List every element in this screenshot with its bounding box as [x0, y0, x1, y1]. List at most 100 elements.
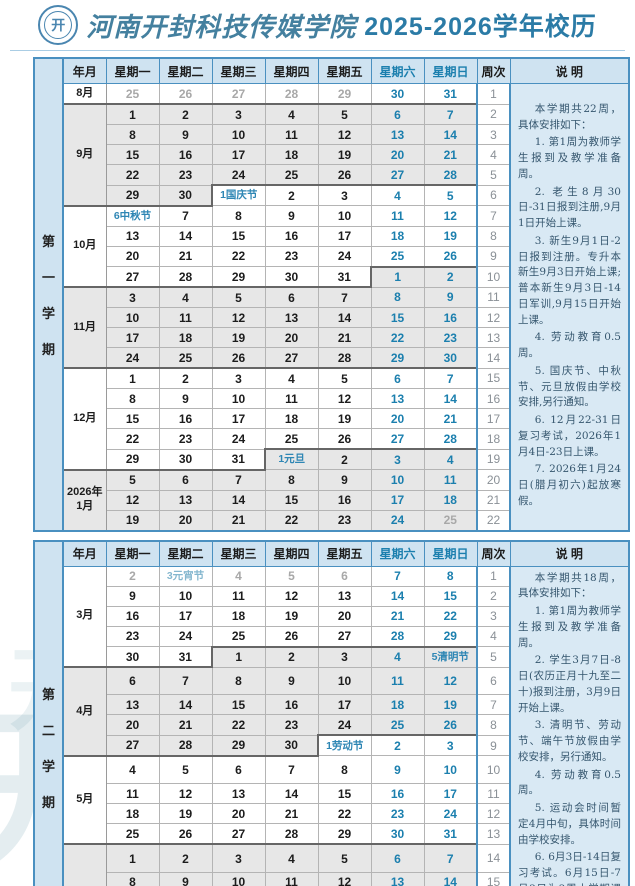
- date-cell: 16: [370, 783, 425, 805]
- date-cell: 18: [370, 694, 425, 716]
- month-cell: 10月: [62, 204, 107, 288]
- date-cell: 5: [105, 468, 160, 491]
- date-cell: 25: [264, 428, 319, 450]
- date-cell: 27: [317, 625, 372, 647]
- date-cell: 24: [423, 803, 478, 825]
- date-cell: 4: [264, 103, 319, 125]
- date-cell: 17: [370, 489, 425, 511]
- date-cell: 21: [423, 144, 478, 165]
- week-number-cell: 6: [476, 666, 511, 696]
- week-number-cell: 13: [476, 823, 511, 845]
- date-cell: 7: [264, 754, 319, 785]
- date-cell: 3: [317, 184, 372, 206]
- date-cell: 2: [158, 843, 213, 873]
- date-cell: 2: [370, 734, 425, 757]
- date-cell: 17: [105, 327, 160, 348]
- weekday-header-1: 星期一: [105, 540, 160, 567]
- notes-paragraph: 1. 第1周为教师学生报到及教学准备周。: [518, 605, 621, 649]
- weekday-header-4: 星期四: [264, 57, 319, 84]
- month-cell: 6月: [62, 843, 107, 886]
- date-cell: 27: [211, 823, 266, 845]
- week-number-cell: 9: [476, 734, 511, 757]
- week-number-cell: 3: [476, 605, 511, 627]
- date-cell: 28: [264, 83, 319, 105]
- notes-paragraph: 7. 2026年1月24日(腊月初六)起放寒假。: [518, 463, 621, 507]
- date-cell: 29: [423, 625, 478, 647]
- date-cell: 30: [105, 646, 160, 668]
- date-cell: 30: [264, 266, 319, 288]
- date-cell: 17: [211, 144, 266, 165]
- weekday-header-5: 星期五: [317, 540, 372, 567]
- date-cell: 17: [423, 783, 478, 805]
- date-cell: 25: [370, 245, 425, 267]
- date-cell: 19: [158, 803, 213, 825]
- date-cell: 27: [211, 83, 266, 105]
- date-cell: 15: [105, 144, 160, 165]
- notes-text: 本学期共22周，具体安排如下： 1. 第1周为教师学生报到及教学准备周。 2. 老生…: [512, 98, 628, 516]
- date-cell: 26: [158, 83, 213, 105]
- date-cell: 26: [211, 347, 266, 369]
- date-cell: 10: [158, 585, 213, 607]
- date-cell: 15: [370, 307, 425, 328]
- date-cell: 13: [105, 694, 160, 716]
- notes-text: 本学期共18周，具体安排如下： 1. 第1周为教师学生报到及教学准备周。 2. 学生…: [512, 567, 628, 886]
- date-cell: 5: [264, 565, 319, 587]
- week-number-cell: 8: [476, 714, 511, 736]
- date-cell: 13: [158, 489, 213, 511]
- date-cell: 14: [370, 585, 425, 607]
- notes-paragraph: 3. 清明节、劳动节、端午节放假由学校安排，另行通知。: [518, 719, 621, 763]
- date-cell: 14: [423, 388, 478, 409]
- semester-label-char: 期: [41, 341, 55, 357]
- date-cell: 7: [317, 286, 372, 308]
- date-cell: 21: [211, 509, 266, 531]
- date-cell: 12: [423, 666, 478, 696]
- date-cell: 17: [317, 694, 372, 716]
- date-cell: 15: [264, 489, 319, 511]
- date-cell: 28: [423, 428, 478, 450]
- date-cell: 26: [423, 245, 478, 267]
- date-cell: 9: [423, 286, 478, 308]
- week-number-cell: 13: [476, 327, 511, 348]
- semester-label-char: 第: [41, 233, 55, 249]
- week-number-cell: 16: [476, 388, 511, 409]
- date-cell: 3: [211, 843, 266, 873]
- month-column-header: 年月: [62, 540, 107, 567]
- date-cell: 21: [317, 327, 372, 348]
- date-cell: 11: [370, 666, 425, 696]
- week-number-cell: 10: [476, 266, 511, 288]
- date-cell: 7: [423, 103, 478, 125]
- date-cell: 16: [264, 225, 319, 247]
- weekday-header-7: 星期日: [423, 540, 478, 567]
- date-cell: 22: [211, 245, 266, 267]
- date-cell: 11: [105, 783, 160, 805]
- date-cell: 24: [317, 714, 372, 736]
- weekday-header-3: 星期三: [211, 57, 266, 84]
- date-cell: 2: [317, 448, 372, 470]
- date-cell: 21: [370, 605, 425, 627]
- notes-paragraph: 6. 6月3日-14日复习考试。6月15日-7月3日为3周小学期课程。: [518, 851, 621, 886]
- date-cell: 19: [317, 144, 372, 165]
- date-cell: 1: [370, 265, 425, 288]
- week-number-cell: 10: [476, 755, 511, 785]
- week-number-cell: 17: [476, 408, 511, 429]
- date-cell: 27: [105, 734, 160, 757]
- date-cell: 24: [211, 164, 266, 186]
- date-cell: 3元宵节: [158, 565, 213, 587]
- week-number-cell: 18: [476, 428, 511, 450]
- week-number-header: 周次: [476, 540, 511, 567]
- date-cell: 23: [158, 164, 213, 186]
- date-cell: 1元旦: [264, 448, 319, 470]
- date-cell: 3: [423, 734, 478, 757]
- date-cell: 2: [158, 103, 213, 125]
- date-cell: 22: [105, 164, 160, 186]
- month-cell: 8月: [62, 83, 107, 105]
- date-cell: 21: [158, 245, 213, 267]
- date-cell: 20: [211, 803, 266, 825]
- date-cell: 4: [264, 843, 319, 873]
- date-cell: 12: [317, 388, 372, 409]
- date-cell: 7: [158, 204, 213, 227]
- week-number-cell: 22: [476, 509, 511, 531]
- date-cell: 27: [370, 428, 425, 450]
- date-cell: 20: [105, 245, 160, 267]
- date-cell: 7: [211, 468, 266, 491]
